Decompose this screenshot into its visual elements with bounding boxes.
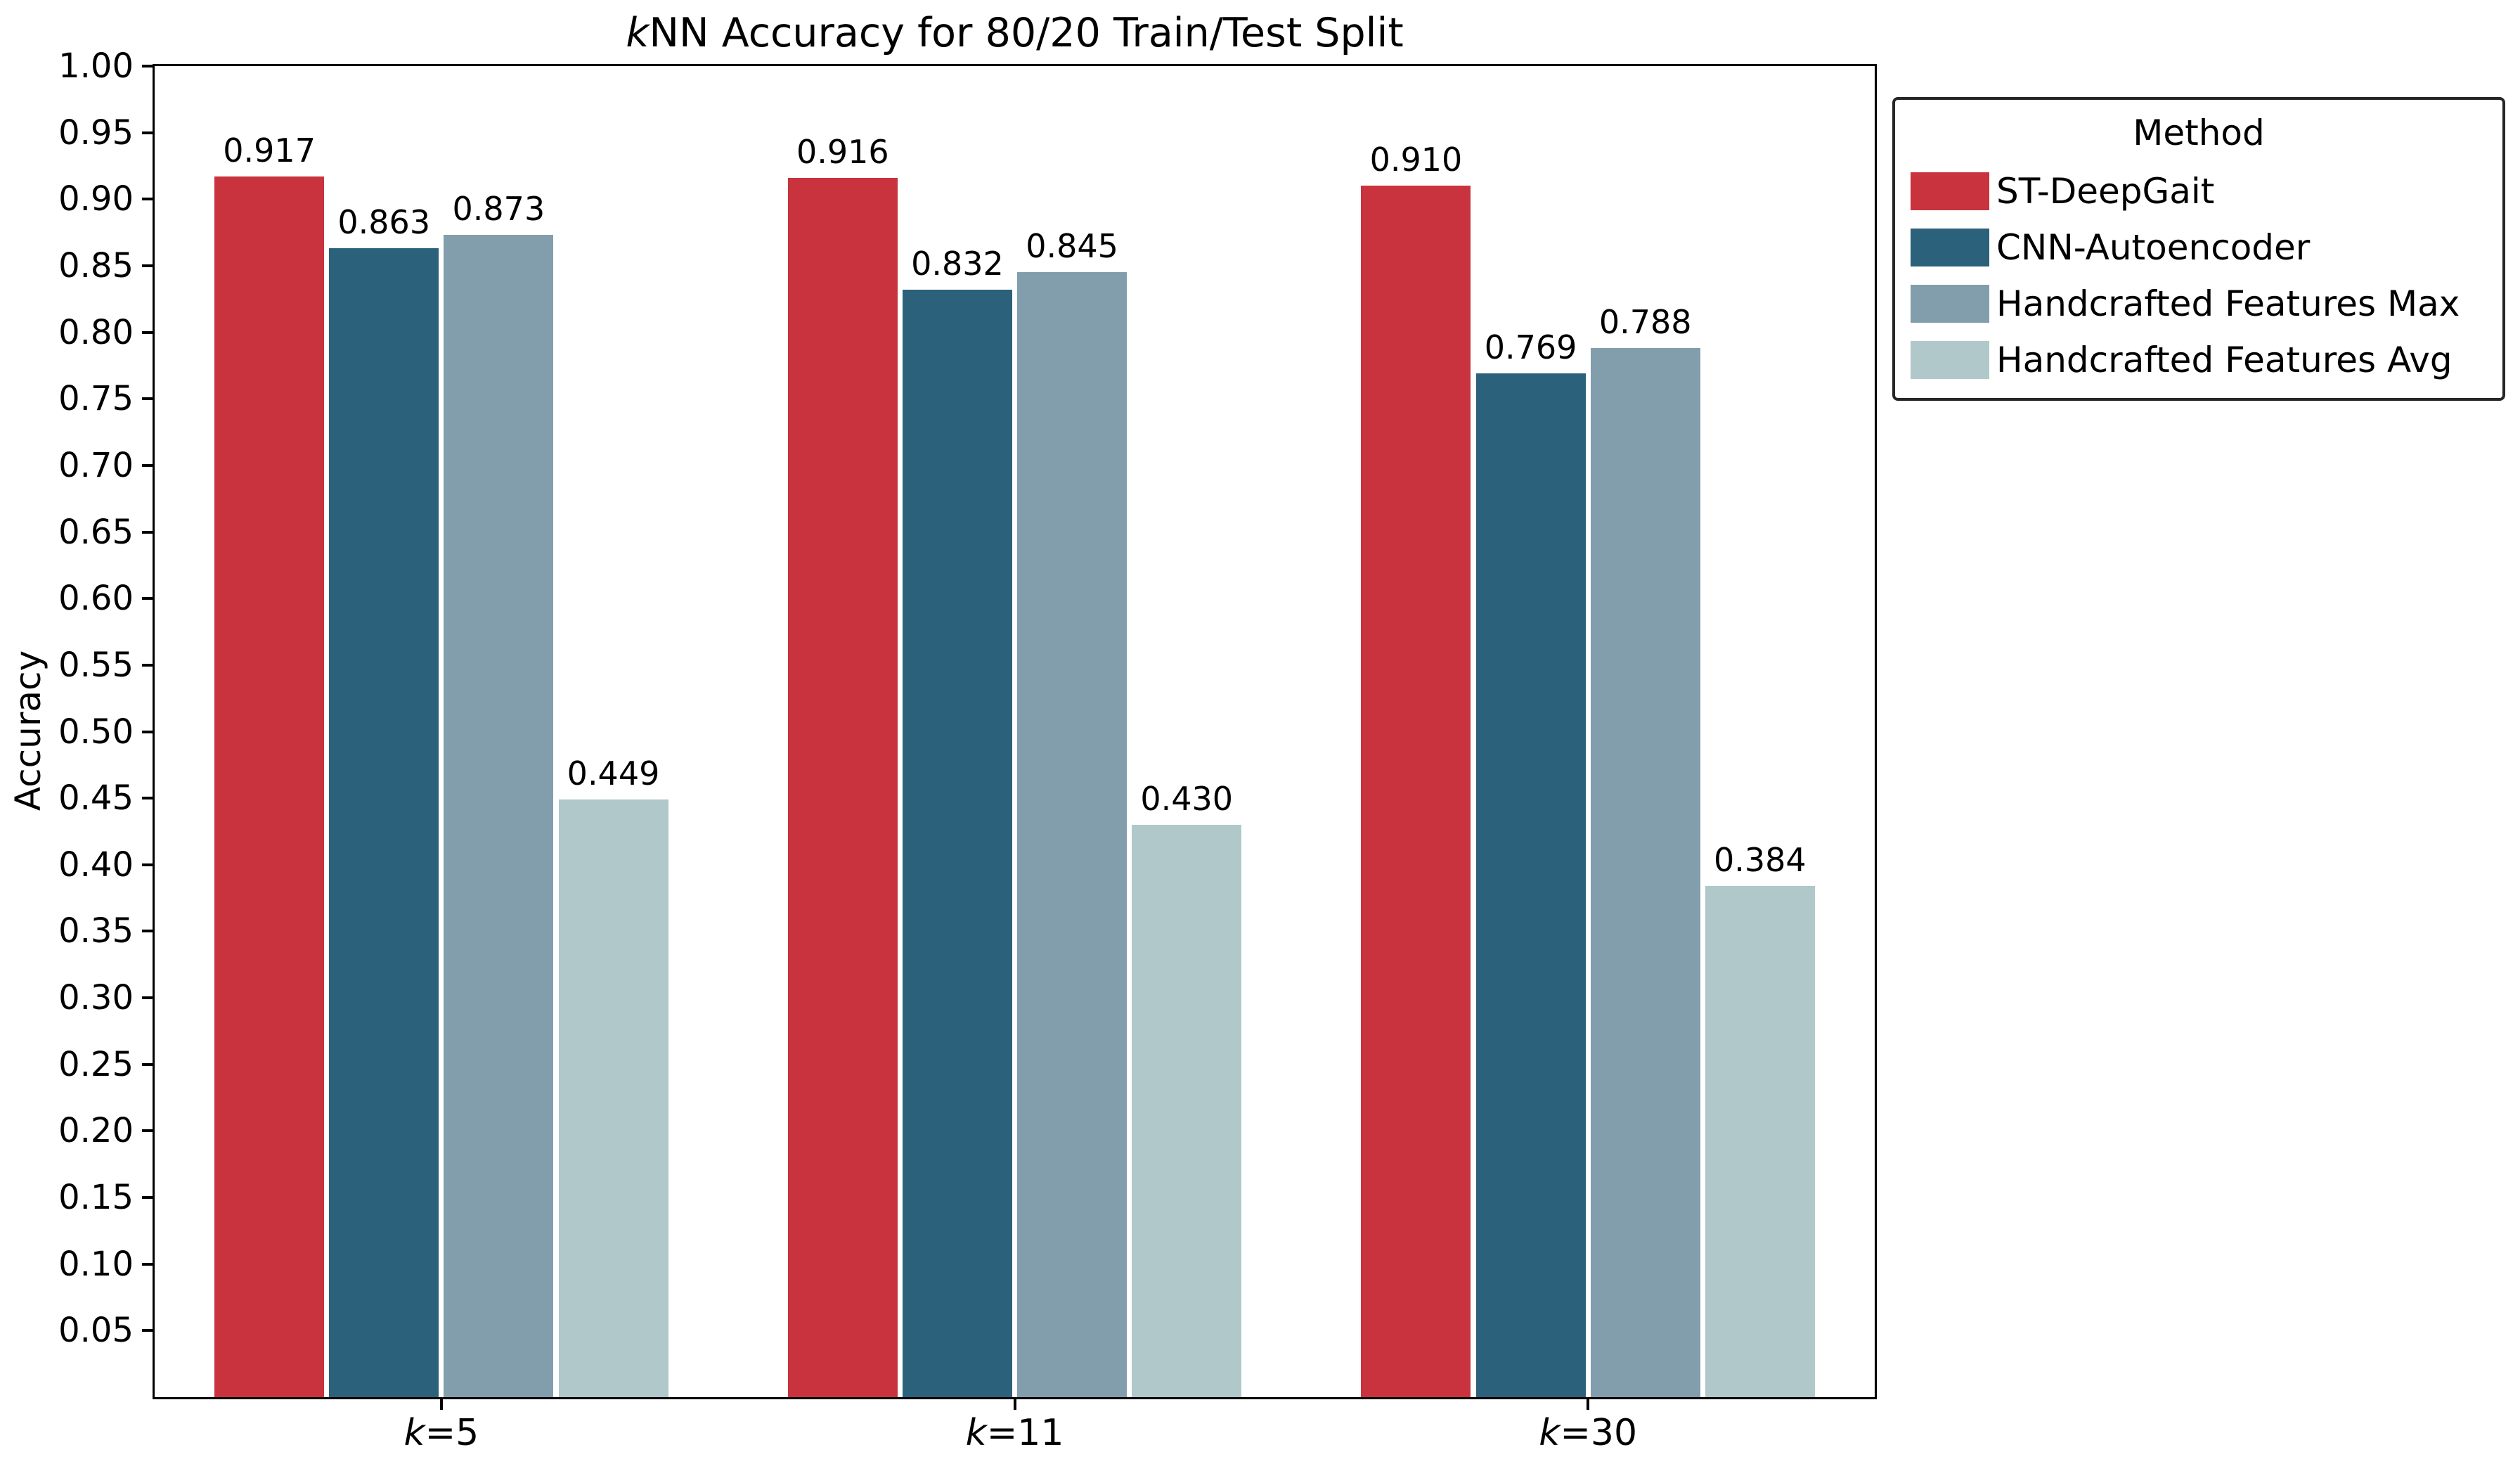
legend-label: ST-DeepGait — [1996, 171, 2215, 212]
legend-row: CNN-Autoencoder — [1911, 228, 2487, 267]
legend-swatch-icon — [1911, 172, 1989, 210]
legend-row: Handcrafted Features Avg — [1911, 340, 2487, 380]
y-tick-label: 0.25 — [58, 1044, 134, 1084]
bar-value-label: 0.910 — [1369, 141, 1463, 179]
bar-handcrafted-features-avg-k5 — [558, 799, 668, 1397]
bar-handcrafted-features-avg-k30 — [1705, 886, 1815, 1397]
y-tick-label: 0.60 — [58, 579, 134, 619]
y-tick-mark — [142, 1329, 155, 1332]
y-tick-mark — [142, 463, 155, 467]
y-tick-label: 0.30 — [58, 978, 134, 1018]
bar-value-label: 0.430 — [1140, 780, 1234, 818]
legend-label: Handcrafted Features Avg — [1996, 340, 2453, 380]
chart-title-rest: NN Accuracy for 80/20 Train/Test Split — [649, 10, 1404, 56]
y-tick-label: 0.20 — [58, 1111, 134, 1151]
y-tick-label: 0.75 — [58, 379, 134, 419]
x-tick-italic-k: k — [1539, 1412, 1561, 1454]
x-tick-label: k=30 — [1539, 1412, 1638, 1454]
x-tick-label: k=5 — [403, 1412, 479, 1454]
chart-title-italic-k: k — [626, 10, 650, 56]
y-tick-mark — [142, 996, 155, 1000]
bar-value-label: 0.384 — [1714, 841, 1807, 880]
y-tick-label: 1.00 — [58, 46, 134, 86]
y-tick-label: 0.90 — [58, 179, 134, 219]
legend-swatch-icon — [1911, 341, 1989, 379]
legend-label: CNN-Autoencoder — [1996, 227, 2311, 268]
y-tick-mark — [142, 131, 155, 134]
x-tick-mark — [1013, 1397, 1016, 1410]
bar-cnn-autoencoder-k5 — [329, 248, 439, 1397]
y-tick-mark — [142, 730, 155, 733]
y-tick-label: 0.55 — [58, 645, 134, 685]
chart-title: kNN Accuracy for 80/20 Train/Test Split — [155, 8, 1875, 58]
y-tick-label: 0.10 — [58, 1244, 134, 1284]
bar-cnn-autoencoder-k11 — [902, 290, 1012, 1397]
y-tick-mark — [142, 65, 155, 68]
bar-cnn-autoencoder-k30 — [1475, 373, 1586, 1397]
legend-box: Method ST-DeepGait CNN-Autoencoder Handcra… — [1892, 97, 2505, 401]
bar-value-label: 0.916 — [796, 133, 889, 171]
x-tick-mark — [1587, 1397, 1590, 1410]
bar-value-label: 0.917 — [223, 131, 316, 170]
bar-st-deepgait-k11 — [787, 178, 898, 1397]
y-tick-label: 0.35 — [58, 911, 134, 951]
y-tick-mark — [142, 198, 155, 201]
y-tick-mark — [142, 1262, 155, 1266]
y-tick-label: 0.15 — [58, 1178, 134, 1218]
y-tick-mark — [142, 597, 155, 600]
y-tick-label: 0.95 — [58, 113, 134, 153]
y-tick-mark — [142, 1062, 155, 1066]
bar-value-label: 0.788 — [1598, 303, 1692, 342]
y-tick-mark — [142, 797, 155, 800]
y-tick-mark — [142, 330, 155, 334]
y-tick-label: 0.85 — [58, 245, 134, 285]
bar-handcrafted-features-max-k5 — [444, 235, 554, 1397]
bar-st-deepgait-k30 — [1361, 186, 1471, 1397]
legend-label: Handcrafted Features Max — [1996, 283, 2460, 324]
y-tick-mark — [142, 663, 155, 667]
x-tick-mark — [439, 1397, 443, 1410]
legend-row: Handcrafted Features Max — [1911, 284, 2487, 323]
bar-handcrafted-features-max-k30 — [1590, 348, 1700, 1397]
y-tick-label: 0.45 — [58, 778, 134, 818]
x-tick-italic-k: k — [403, 1412, 425, 1454]
bar-handcrafted-features-avg-k11 — [1132, 825, 1242, 1397]
legend-row: ST-DeepGait — [1911, 172, 2487, 211]
bar-value-label: 0.863 — [337, 203, 431, 242]
bar-value-label: 0.769 — [1484, 328, 1577, 367]
y-tick-mark — [142, 264, 155, 267]
bar-value-label: 0.832 — [911, 245, 1004, 283]
y-tick-label: 0.40 — [58, 844, 134, 885]
legend-swatch-icon — [1911, 229, 1989, 266]
bar-value-label: 0.873 — [452, 190, 545, 229]
legend-title: Method — [2133, 113, 2265, 153]
y-tick-label: 0.05 — [58, 1311, 134, 1351]
bar-value-label: 0.449 — [567, 754, 660, 793]
y-tick-label: 0.50 — [58, 712, 134, 752]
y-tick-label: 0.80 — [58, 312, 134, 352]
bar-handcrafted-features-max-k11 — [1017, 272, 1127, 1397]
y-tick-label: 0.70 — [58, 445, 134, 485]
y-tick-mark — [142, 930, 155, 933]
bar-st-deepgait-k5 — [214, 176, 325, 1397]
y-tick-mark — [142, 1196, 155, 1200]
legend-swatch-icon — [1911, 285, 1989, 323]
legend-rows: ST-DeepGait CNN-Autoencoder Handcrafted Fe… — [1911, 172, 2487, 380]
bar-value-label: 0.845 — [1026, 227, 1118, 266]
x-tick-italic-k: k — [965, 1412, 987, 1454]
y-tick-mark — [142, 530, 155, 534]
y-tick-mark — [142, 1129, 155, 1133]
y-tick-mark — [142, 397, 155, 401]
y-tick-label: 0.65 — [58, 512, 134, 552]
x-tick-label: k=11 — [965, 1412, 1064, 1454]
y-tick-mark — [142, 863, 155, 866]
